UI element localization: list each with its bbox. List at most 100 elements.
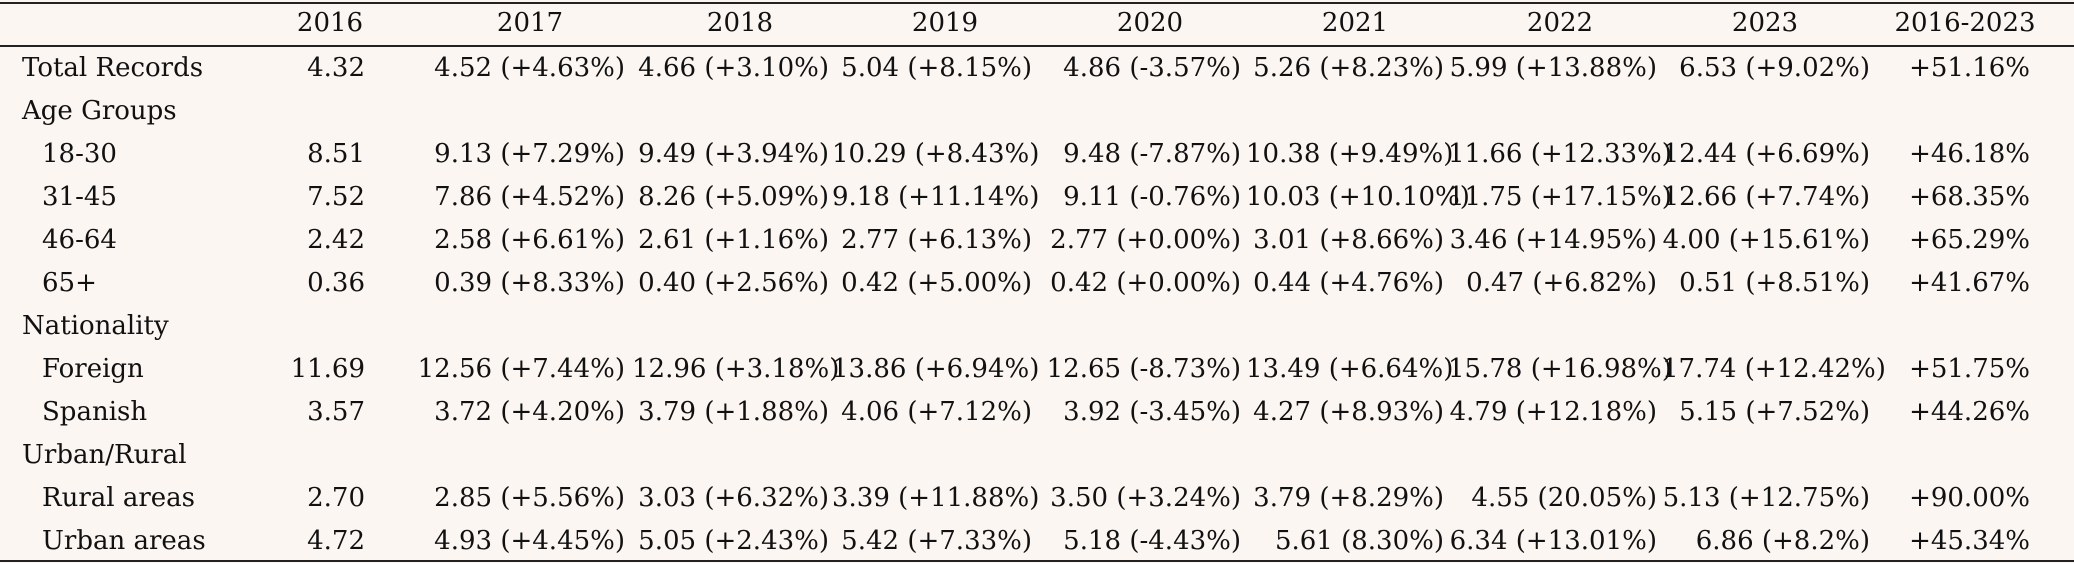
cell-2023: 12.44 (+6.69%) [1662, 139, 1870, 169]
cell-2020: 0.42 (+0.00%) [1050, 268, 1241, 298]
cell-2018: 2.61 (+1.16%) [638, 225, 829, 255]
cell-2020: 9.11 (-0.76%) [1063, 182, 1241, 212]
cell-2018: 3.03 (+6.32%) [638, 483, 829, 513]
cell-2022: 5.99 (+13.88%) [1449, 53, 1657, 83]
cell-2017: 3.72 (+4.20%) [434, 397, 625, 427]
cell-2021: 13.49 (+6.64%) [1246, 354, 1454, 384]
cell-2017: 7.86 (+4.52%) [434, 182, 625, 212]
cell-2018: 9.49 (+3.94%) [638, 139, 829, 169]
row-label: 65+ [42, 268, 97, 298]
cell-2020: 3.50 (+3.24%) [1050, 483, 1241, 513]
cell-2016: 7.52 [307, 182, 365, 212]
table-row: 46-64 2.42 2.58 (+6.61%) 2.61 (+1.16%) 2.77 … [0, 219, 2074, 262]
cell-2017: 12.56 (+7.44%) [417, 354, 625, 384]
cell-2017: 9.13 (+7.29%) [434, 139, 625, 169]
cell-2023: 6.53 (+9.02%) [1679, 53, 1870, 83]
cell-2016: 0.36 [307, 268, 365, 298]
cell-2020: 4.86 (-3.57%) [1063, 53, 1241, 83]
cell-2020: 9.48 (-7.87%) [1063, 139, 1241, 169]
table-row: Age Groups [0, 90, 2074, 133]
cell-2022: 4.79 (+12.18%) [1449, 397, 1657, 427]
row-label: 46-64 [42, 225, 117, 255]
cell-2020: 3.92 (-3.45%) [1063, 397, 1241, 427]
row-group-label: Total Records [22, 53, 204, 83]
header-2022: 2022 [1526, 8, 1594, 38]
cell-2018: 3.79 (+1.88%) [638, 397, 829, 427]
cell-2016: 8.51 [307, 139, 365, 169]
cell-2021: 5.26 (+8.23%) [1253, 53, 1444, 83]
row-group-label: Nationality [22, 311, 169, 341]
header-2016-2023: 2016-2023 [1894, 8, 2036, 38]
cell-2022: 4.55 (20.05%) [1471, 483, 1657, 513]
cell-2019: 13.86 (+6.94%) [832, 354, 1040, 384]
cell-2023: 5.13 (+12.75%) [1662, 483, 1870, 513]
header-2023: 2023 [1731, 8, 1799, 38]
cell-2021: 0.44 (+4.76%) [1253, 268, 1444, 298]
cell-2018: 0.40 (+2.56%) [638, 268, 829, 298]
cell-2019: 5.04 (+8.15%) [841, 53, 1032, 83]
cell-2021: 10.38 (+9.49%) [1246, 139, 1454, 169]
header-2021: 2021 [1321, 8, 1389, 38]
row-label: 31-45 [42, 182, 117, 212]
cell-2020: 5.18 (-4.43%) [1063, 526, 1241, 556]
cell-2016: 2.70 [307, 483, 365, 513]
cell-2023: 17.74 (+12.42%) [1662, 354, 1886, 384]
cell-2022: 6.34 (+13.01%) [1449, 526, 1657, 556]
table-row: Nationality [0, 305, 2074, 348]
cell-2020: 2.77 (+0.00%) [1050, 225, 1241, 255]
table-row: Foreign 11.69 12.56 (+7.44%) 12.96 (+3.18%)… [0, 348, 2074, 391]
cell-2016-2023: +51.16% [1909, 53, 2030, 83]
cell-2019: 3.39 (+11.88%) [832, 483, 1040, 513]
table-row: 18-30 8.51 9.13 (+7.29%) 9.49 (+3.94%) 10.29… [0, 133, 2074, 176]
cell-2016-2023: +46.18% [1909, 139, 2030, 169]
cell-2016: 11.69 [290, 354, 365, 384]
table-header-rule [0, 45, 2074, 47]
cell-2018: 4.66 (+3.10%) [638, 53, 829, 83]
row-label: Urban areas [42, 526, 206, 556]
cell-2018: 8.26 (+5.09%) [638, 182, 829, 212]
cell-2018: 5.05 (+2.43%) [638, 526, 829, 556]
table-row: Spanish 3.57 3.72 (+4.20%) 3.79 (+1.88%) 4.0… [0, 391, 2074, 434]
cell-2017: 4.93 (+4.45%) [434, 526, 625, 556]
cell-2022: 11.75 (+17.15%) [1448, 182, 1672, 212]
cell-2022: 15.78 (+16.98%) [1448, 354, 1672, 384]
cell-2021: 3.01 (+8.66%) [1253, 225, 1444, 255]
cell-2016: 3.57 [307, 397, 365, 427]
cell-2019: 9.18 (+11.14%) [832, 182, 1040, 212]
table-row: Rural areas 2.70 2.85 (+5.56%) 3.03 (+6.32%… [0, 477, 2074, 520]
row-label: Foreign [42, 354, 144, 384]
cell-2023: 0.51 (+8.51%) [1679, 268, 1870, 298]
row-label: Spanish [42, 397, 148, 427]
table-row: Total Records 4.32 4.52 (+4.63%) 4.66 (+3.1… [0, 47, 2074, 90]
header-2017: 2017 [496, 8, 564, 38]
table-bottom-rule [0, 560, 2074, 562]
row-group-label: Urban/Rural [22, 440, 187, 470]
row-label: Rural areas [42, 483, 195, 513]
cell-2021: 3.79 (+8.29%) [1253, 483, 1444, 513]
cell-2023: 12.66 (+7.74%) [1662, 182, 1870, 212]
header-2016: 2016 [296, 8, 364, 38]
cell-2016-2023: +44.26% [1909, 397, 2030, 427]
cell-2017: 2.58 (+6.61%) [434, 225, 625, 255]
cell-2019: 4.06 (+7.12%) [841, 397, 1032, 427]
table-row: 65+ 0.36 0.39 (+8.33%) 0.40 (+2.56%) 0.42 (+… [0, 262, 2074, 305]
cell-2016-2023: +41.67% [1909, 268, 2030, 298]
cell-2023: 4.00 (+15.61%) [1662, 225, 1870, 255]
cell-2016: 4.32 [307, 53, 365, 83]
cell-2016-2023: +90.00% [1909, 483, 2030, 513]
table-row: Urban/Rural [0, 434, 2074, 477]
row-label: 18-30 [42, 139, 117, 169]
cell-2017: 2.85 (+5.56%) [434, 483, 625, 513]
table-header-row: 2016 2017 2018 2019 2020 2021 2022 2023 … [0, 2, 2074, 45]
header-2020: 2020 [1116, 8, 1184, 38]
cell-2022: 3.46 (+14.95%) [1449, 225, 1657, 255]
cell-2022: 0.47 (+6.82%) [1466, 268, 1657, 298]
cell-2016-2023: +68.35% [1909, 182, 2030, 212]
cell-2020: 12.65 (-8.73%) [1046, 354, 1241, 384]
header-2018: 2018 [706, 8, 774, 38]
cell-2022: 11.66 (+12.33%) [1448, 139, 1672, 169]
table-row: Urban areas 4.72 4.93 (+4.45%) 5.05 (+2.43%… [0, 520, 2074, 563]
table-top-rule [0, 2, 2074, 4]
cell-2021: 5.61 (8.30%) [1274, 526, 1444, 556]
